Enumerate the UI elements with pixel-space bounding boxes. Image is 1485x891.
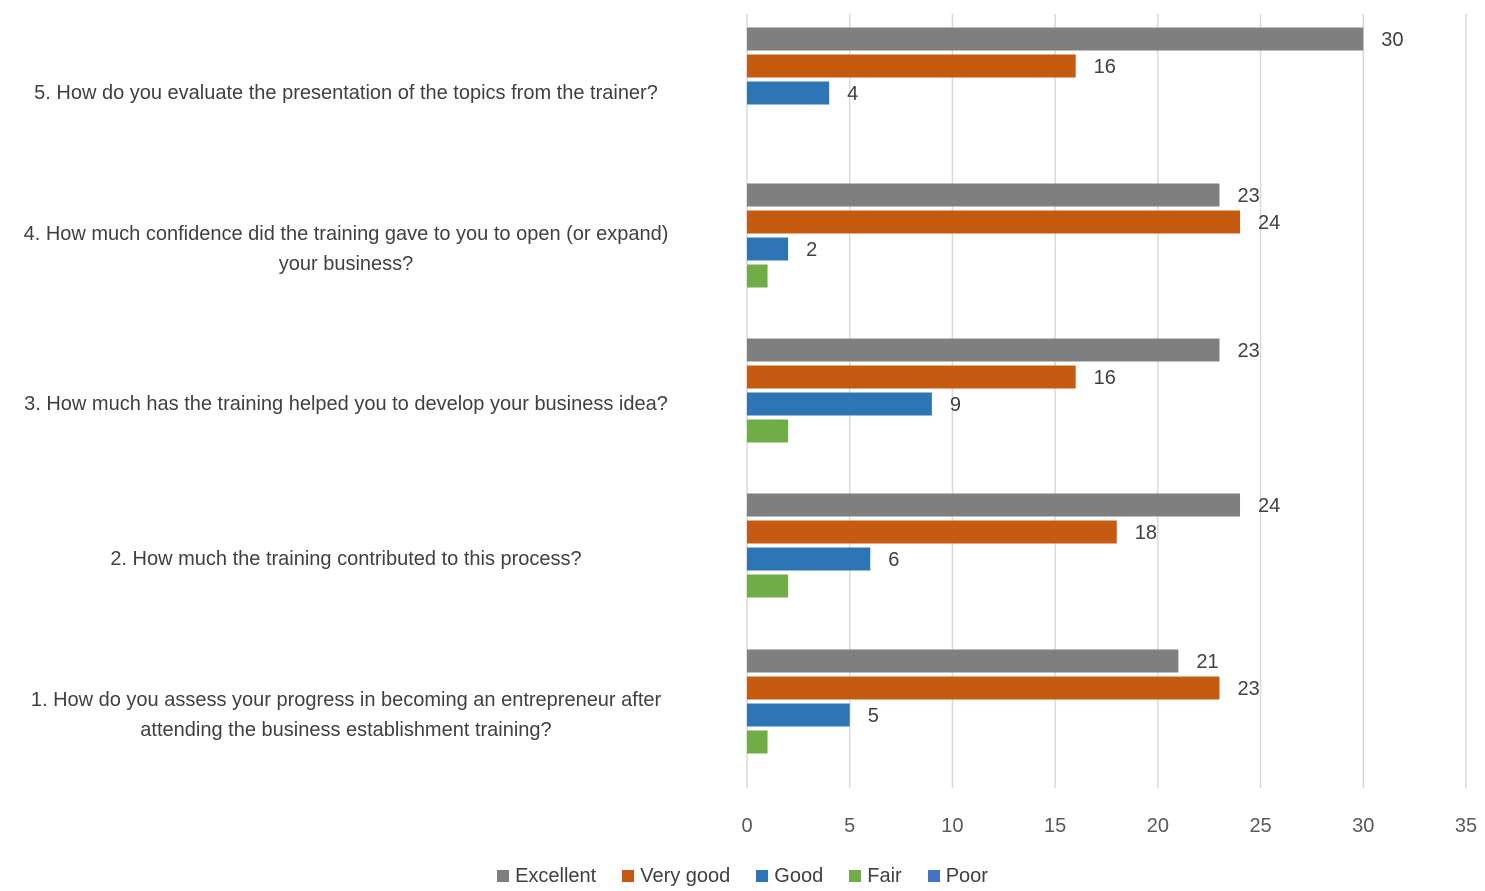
bar-very-good	[747, 210, 1241, 234]
data-label: 18	[1135, 522, 1157, 544]
x-tick-label: 35	[1455, 815, 1477, 837]
x-tick-label: 10	[941, 815, 963, 837]
data-label: 16	[1094, 56, 1116, 78]
category-label: 1. How do you assess your progress in be…	[0, 685, 716, 745]
category-label: 4. How much confidence did the training …	[0, 219, 716, 279]
legend-swatch	[622, 870, 635, 882]
data-label: 4	[847, 83, 858, 105]
legend-label: Good	[774, 864, 824, 887]
category-label: 2. How much the training contributed to …	[0, 544, 716, 574]
legend-swatch	[497, 870, 510, 882]
bar-excellent	[747, 183, 1220, 207]
bar-excellent	[747, 27, 1364, 51]
x-tick-label: 5	[844, 815, 855, 837]
category-label-line: attending the business establishment tra…	[140, 719, 552, 741]
category-label: 3. How much has the training helped you …	[0, 389, 716, 419]
bar-fair	[747, 574, 789, 598]
data-label: 23	[1237, 678, 1259, 700]
data-label: 24	[1258, 495, 1280, 517]
bar-very-good	[747, 676, 1220, 700]
bar-fair	[747, 264, 768, 288]
data-label: 16	[1094, 367, 1116, 389]
data-label: 24	[1258, 212, 1280, 234]
legend-item: Good	[756, 865, 823, 888]
data-label: 9	[950, 394, 961, 416]
x-tick-label: 30	[1352, 815, 1374, 837]
legend-item: Very good	[622, 865, 730, 888]
data-label: 23	[1237, 185, 1259, 207]
bar-good	[747, 392, 932, 416]
data-label: 5	[868, 705, 879, 727]
bar-very-good	[747, 520, 1117, 544]
bar-good	[747, 547, 871, 571]
bar-excellent	[747, 338, 1220, 362]
category-label-line: your business?	[278, 253, 414, 275]
data-label: 30	[1381, 29, 1403, 51]
legend-swatch	[849, 870, 862, 882]
legend-item: Poor	[927, 864, 988, 888]
data-label: 2	[806, 239, 817, 261]
x-tick-label: 20	[1147, 815, 1169, 837]
data-label: 21	[1196, 651, 1218, 673]
legend-item: Fair	[849, 864, 902, 888]
category-label-line: 5. How do you evaluate the presentation …	[34, 82, 658, 104]
category-label-line: 4. How much confidence did the training …	[23, 223, 669, 245]
x-tick-label: 25	[1249, 815, 1271, 837]
bar-good	[747, 81, 830, 105]
category-label-line: 2. How much the training contributed to …	[110, 548, 582, 570]
legend-item: Excellent	[497, 865, 596, 888]
category-label-line: 3. How much has the training helped you …	[24, 393, 668, 415]
category-label-line: 1. How do you assess your progress in be…	[30, 689, 662, 711]
bar-good	[747, 703, 850, 727]
x-tick-label: 0	[741, 815, 752, 837]
bar-very-good	[747, 54, 1076, 78]
x-tick-label: 15	[1044, 815, 1066, 837]
category-label: 5. How do you evaluate the presentation …	[0, 78, 716, 108]
legend-label: Very good	[640, 864, 731, 887]
bar-fair	[747, 419, 789, 443]
legend-swatch	[927, 870, 940, 882]
bar-good	[747, 237, 789, 261]
legend-label: Poor	[945, 864, 988, 887]
legend-label: Fair	[867, 864, 902, 887]
bar-fair	[747, 730, 768, 754]
data-label: 6	[888, 549, 899, 571]
legend-swatch	[756, 870, 769, 882]
legend-label: Excellent	[515, 864, 597, 887]
bar-excellent	[747, 493, 1241, 517]
bar-excellent	[747, 649, 1179, 673]
data-label: 23	[1237, 340, 1259, 362]
legend: Excellent Very good Good Fair Poor	[0, 862, 1485, 890]
bar-very-good	[747, 365, 1076, 389]
